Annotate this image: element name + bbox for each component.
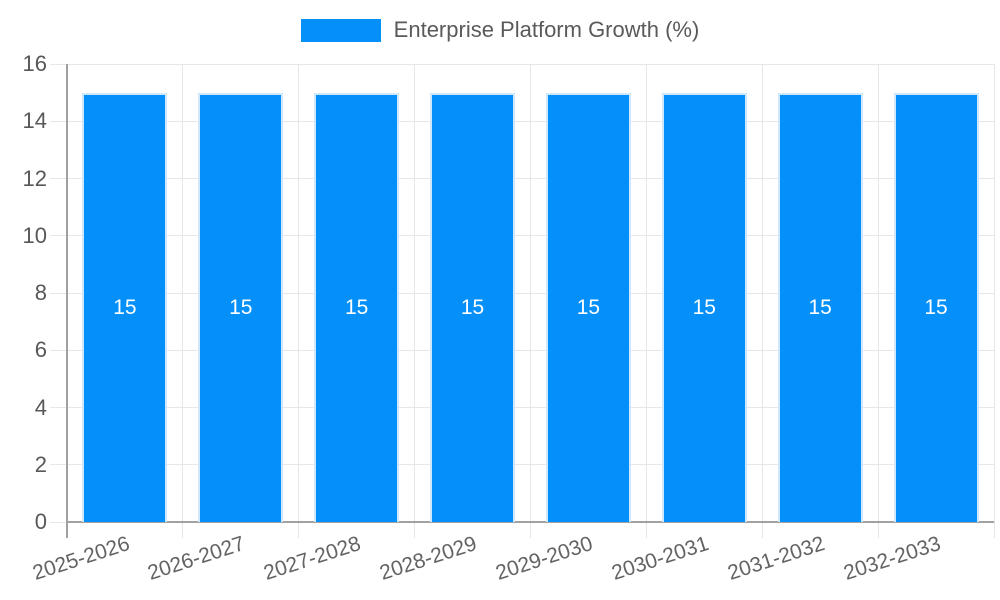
- y-tick-label: 4: [34, 394, 47, 420]
- bar[interactable]: 15: [430, 92, 516, 522]
- bar-value-label: 15: [113, 296, 137, 320]
- v-gridline: [182, 64, 184, 538]
- h-gridline: [50, 120, 994, 122]
- bar[interactable]: 15: [777, 92, 863, 522]
- y-tick-label: 16: [22, 51, 47, 76]
- x-axis-line: [67, 521, 994, 523]
- bar-value-label: 15: [576, 296, 601, 320]
- legend-swatch: [300, 18, 381, 42]
- v-gridline: [645, 64, 647, 538]
- bar[interactable]: 15: [661, 92, 747, 522]
- legend[interactable]: Enterprise Platform Growth (%): [0, 17, 1000, 43]
- x-tick-label: 2032-2033: [840, 532, 944, 585]
- legend-label: Enterprise Platform Growth (%): [393, 17, 700, 42]
- x-tick-label: 2029-2030: [492, 532, 596, 585]
- h-gridline: [50, 235, 994, 237]
- y-tick-label: 12: [22, 165, 47, 191]
- x-tick-label: 2025-2026: [29, 532, 133, 585]
- v-gridline: [414, 64, 416, 538]
- v-gridline: [298, 64, 300, 538]
- y-tick-label: 14: [22, 108, 47, 134]
- bar-value-label: 15: [808, 296, 832, 320]
- h-gridline: [50, 349, 994, 351]
- bar-value-label: 15: [345, 296, 369, 320]
- bar[interactable]: 15: [893, 92, 979, 522]
- y-tick-label: 10: [22, 222, 47, 248]
- y-axis-line: [66, 64, 68, 538]
- y-tick-label: 0: [34, 509, 47, 534]
- bar[interactable]: 15: [198, 92, 284, 522]
- bar[interactable]: 15: [545, 92, 631, 522]
- v-gridline: [993, 64, 995, 538]
- v-gridline: [761, 64, 763, 538]
- x-tick-label: 2028-2029: [377, 532, 480, 585]
- v-gridline: [530, 64, 531, 538]
- x-tick-label: 2026-2027: [145, 532, 248, 585]
- x-tick-label: 2027-2028: [261, 532, 364, 585]
- h-gridline: [50, 407, 994, 408]
- bar[interactable]: 15: [82, 92, 168, 522]
- h-gridline: [50, 178, 994, 179]
- plot-area: 15 15 15 15 15 15 15 15 0 2 4 6 8 10 12 14 16 2025-2026…: [23, 51, 995, 585]
- h-gridline: [50, 464, 994, 466]
- h-gridline: [50, 292, 994, 294]
- x-tick-label: 2031-2032: [724, 532, 828, 585]
- y-tick-label: 2: [34, 451, 47, 477]
- y-tick-label: 8: [34, 280, 47, 305]
- bar-value-label: 15: [692, 296, 716, 320]
- bar-value-label: 15: [229, 296, 253, 320]
- h-gridline: [50, 63, 994, 65]
- y-tick-label: 6: [34, 337, 47, 363]
- v-gridline: [877, 64, 879, 538]
- bar-value-label: 15: [460, 296, 485, 320]
- bar[interactable]: 15: [314, 92, 400, 522]
- x-tick-label: 2030-2031: [608, 532, 712, 585]
- bar-value-label: 15: [924, 296, 948, 320]
